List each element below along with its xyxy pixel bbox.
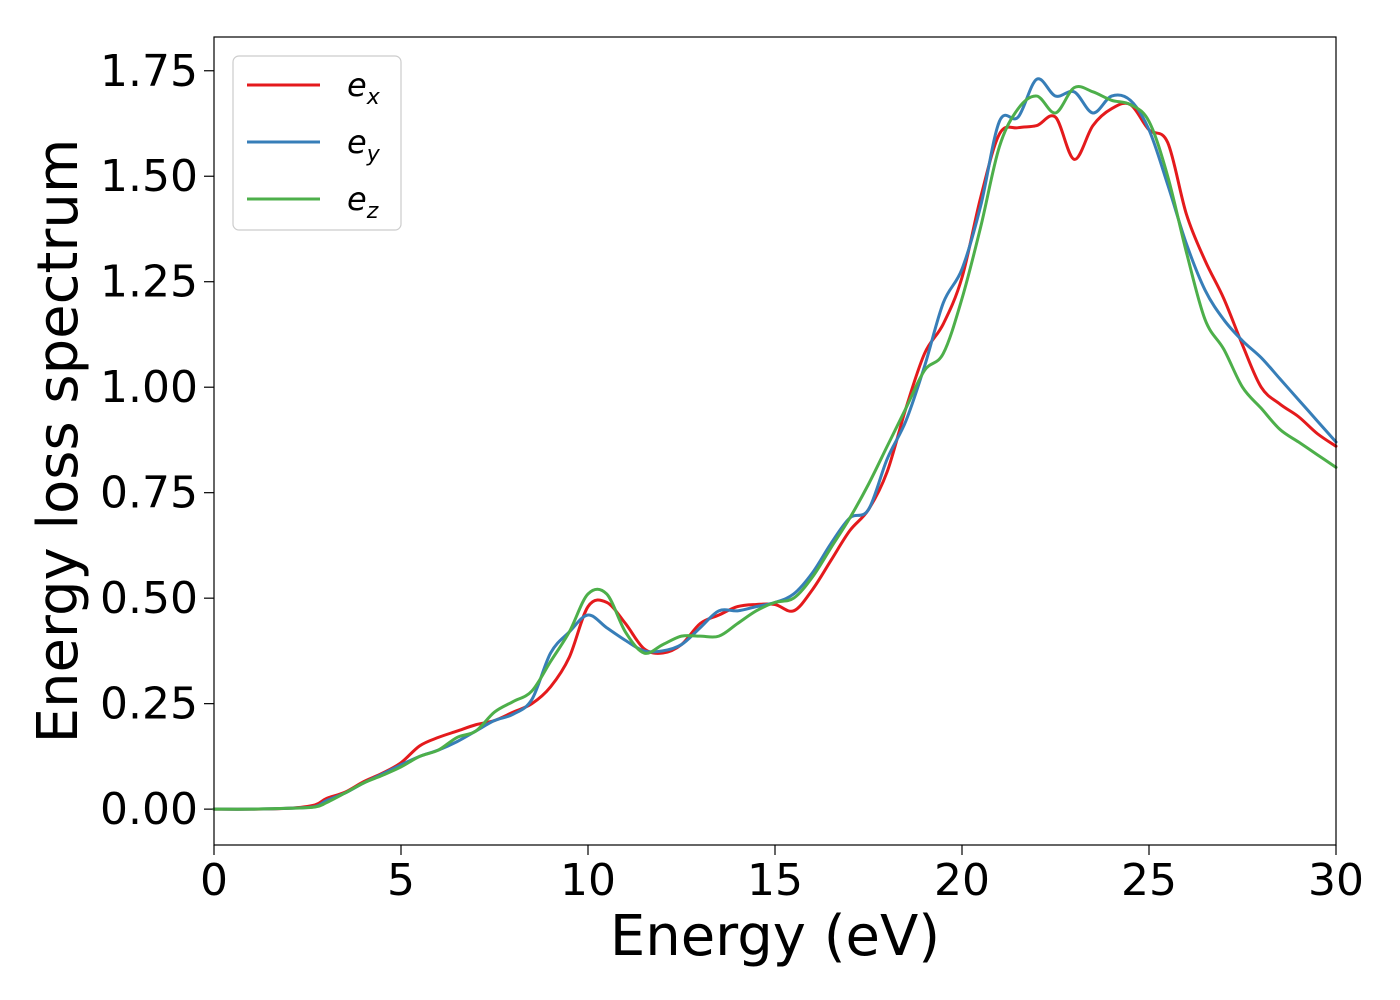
series-line-ez bbox=[212, 85, 1338, 811]
y-tick-label: 1.25 bbox=[100, 257, 198, 308]
y-tick-label: 1.75 bbox=[100, 46, 198, 97]
x-tick-label: 0 bbox=[200, 855, 228, 906]
legend-label-main: e bbox=[347, 123, 367, 161]
x-axis-label: Energy (eV) bbox=[610, 904, 940, 969]
y-tick-label: 1.50 bbox=[100, 151, 198, 202]
x-tick-label: 25 bbox=[1121, 855, 1177, 906]
x-tick-label: 20 bbox=[934, 855, 990, 906]
legend-label-ez: ez bbox=[347, 180, 379, 224]
legend-label-subscript: x bbox=[366, 85, 381, 110]
legend-label-subscript: y bbox=[366, 142, 381, 167]
y-axis-label: Energy loss spectrum bbox=[26, 139, 91, 744]
y-tick-label: 0.75 bbox=[100, 468, 198, 519]
x-tick-label: 10 bbox=[560, 855, 616, 906]
legend-label-main: e bbox=[347, 180, 367, 218]
y-tick-label: 0.25 bbox=[100, 679, 198, 730]
legend-label-main: e bbox=[347, 66, 367, 104]
y-tick-label: 0.00 bbox=[100, 784, 198, 835]
legend-label-subscript: z bbox=[366, 199, 379, 224]
legend-label-ex: ex bbox=[347, 66, 381, 110]
x-tick-label: 15 bbox=[747, 855, 803, 906]
legend-label-ey: ey bbox=[347, 123, 381, 167]
y-tick-label: 1.00 bbox=[100, 362, 198, 413]
axis-ticks: 0 5 10 15 20 25 30 0.00 0.25 0.50 0.75 1.00 1.25 1.50… bbox=[100, 46, 1364, 906]
plot-frame bbox=[213, 36, 1337, 846]
series-layer bbox=[212, 77, 1338, 811]
y-tick-label: 0.50 bbox=[100, 573, 198, 624]
x-tick-label: 5 bbox=[387, 855, 415, 906]
x-tick-label: 30 bbox=[1308, 855, 1364, 906]
